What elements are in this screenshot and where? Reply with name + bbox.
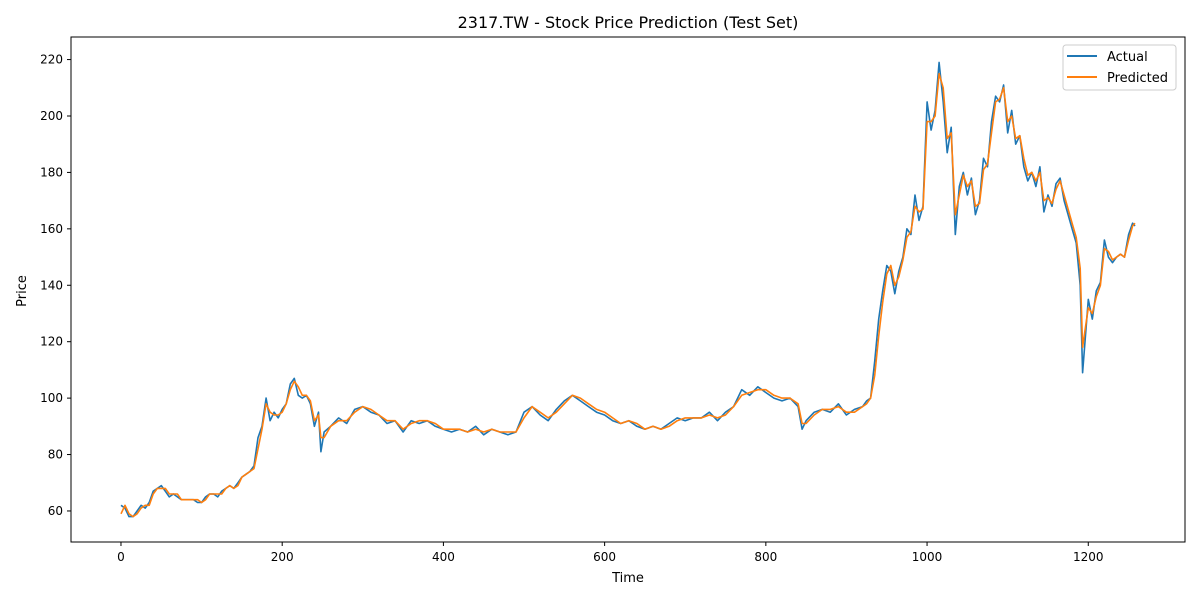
x-tick-label: 0 [117, 550, 125, 564]
x-axis-label: Time [611, 571, 644, 586]
x-axis: 0 200 400 600 800 1000 1200 [117, 542, 1104, 564]
y-tick-label: 180 [40, 165, 63, 179]
y-tick-label: 160 [40, 222, 63, 236]
plot-area [120, 61, 1136, 518]
legend-label-predicted: Predicted [1107, 71, 1168, 86]
x-tick-label: 1000 [912, 550, 943, 564]
x-tick-label: 800 [754, 550, 777, 564]
x-tick-label: 200 [271, 550, 294, 564]
y-tick-label: 80 [48, 448, 63, 462]
y-tick-label: 140 [40, 278, 63, 292]
plot-frame [70, 36, 1186, 543]
y-tick-label: 100 [40, 391, 63, 405]
legend: Actual Predicted [1062, 44, 1177, 91]
y-tick-label: 120 [40, 335, 63, 349]
y-tick-label: 60 [48, 504, 63, 518]
y-tick-label: 220 [40, 53, 63, 67]
y-axis: 60 80 100 120 140 160 180 200 220 [40, 53, 71, 518]
y-tick-label: 200 [40, 109, 63, 123]
x-tick-label: 1200 [1073, 550, 1104, 564]
y-axis-label: Price [15, 275, 30, 307]
series-line-predicted [120, 72, 1136, 518]
x-tick-label: 400 [432, 550, 455, 564]
legend-label-actual: Actual [1107, 50, 1148, 65]
chart-title: 2317.TW - Stock Price Prediction (Test S… [458, 13, 799, 32]
x-tick-label: 600 [593, 550, 616, 564]
